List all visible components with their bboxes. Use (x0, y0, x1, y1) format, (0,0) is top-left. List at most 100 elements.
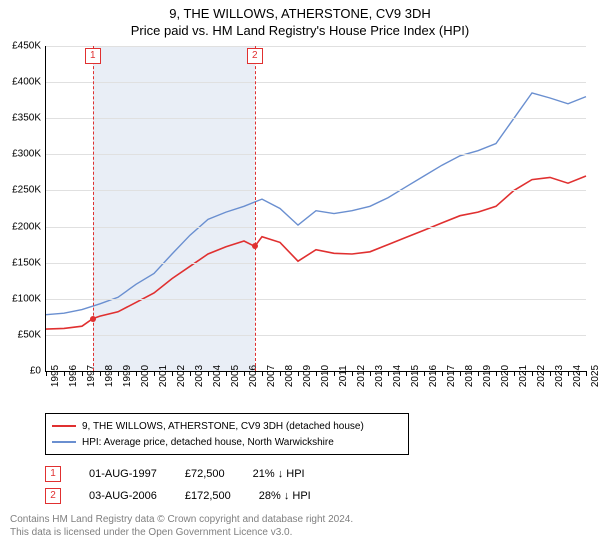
event-marker-icon: 2 (247, 48, 263, 64)
gridline (46, 82, 586, 83)
x-axis-label: 2014 (392, 365, 403, 387)
x-axis-label: 2024 (572, 365, 583, 387)
x-axis-label: 2016 (428, 365, 439, 387)
sale-dot-icon (90, 316, 96, 322)
x-tick (442, 371, 443, 376)
x-axis-label: 2010 (320, 365, 331, 387)
x-tick (514, 371, 515, 376)
x-axis-label: 2022 (536, 365, 547, 387)
plot-region: £0£50K£100K£150K£200K£250K£300K£350K£400… (45, 46, 586, 372)
chart-area: £0£50K£100K£150K£200K£250K£300K£350K£400… (45, 46, 585, 411)
footer-line: Contains HM Land Registry data © Crown c… (10, 513, 590, 526)
x-tick (586, 371, 587, 376)
x-tick (190, 371, 191, 376)
gridline (46, 335, 586, 336)
x-axis-label: 2023 (554, 365, 565, 387)
x-axis-label: 2008 (284, 365, 295, 387)
gridline (46, 154, 586, 155)
sale-dot-icon (252, 243, 258, 249)
sale-marker-icon: 2 (45, 488, 61, 504)
event-marker-icon: 1 (85, 48, 101, 64)
x-tick (118, 371, 119, 376)
x-axis-label: 2021 (518, 365, 529, 387)
chart-container: 9, THE WILLOWS, ATHERSTONE, CV9 3DH Pric… (0, 0, 600, 545)
gridline (46, 227, 586, 228)
x-axis-label: 2004 (212, 365, 223, 387)
y-axis-label: £350K (1, 113, 41, 124)
x-tick (388, 371, 389, 376)
event-line (255, 46, 256, 371)
sale-marker-icon: 1 (45, 466, 61, 482)
y-axis-label: £100K (1, 293, 41, 304)
x-axis-label: 2025 (590, 365, 600, 387)
x-tick (460, 371, 461, 376)
sales-table: 1 01-AUG-1997 £72,500 21% ↓ HPI 2 03-AUG… (45, 463, 600, 507)
event-line (93, 46, 94, 371)
sale-price: £172,500 (185, 490, 231, 502)
footer-line: This data is licensed under the Open Gov… (10, 526, 590, 539)
x-tick (136, 371, 137, 376)
legend: 9, THE WILLOWS, ATHERSTONE, CV9 3DH (det… (45, 413, 409, 455)
x-tick (100, 371, 101, 376)
sale-delta: 21% ↓ HPI (253, 468, 305, 480)
x-tick (550, 371, 551, 376)
x-tick (208, 371, 209, 376)
legend-label: HPI: Average price, detached house, Nort… (82, 437, 334, 448)
sale-date: 01-AUG-1997 (89, 468, 157, 480)
x-tick (244, 371, 245, 376)
gridline (46, 46, 586, 47)
x-tick (496, 371, 497, 376)
x-axis-label: 2017 (446, 365, 457, 387)
x-tick (262, 371, 263, 376)
x-axis-label: 2019 (482, 365, 493, 387)
x-tick (64, 371, 65, 376)
x-axis-label: 2013 (374, 365, 385, 387)
x-tick (154, 371, 155, 376)
x-axis-label: 2011 (338, 365, 349, 387)
chart-subtitle: Price paid vs. HM Land Registry's House … (0, 23, 600, 38)
x-axis-label: 2018 (464, 365, 475, 387)
x-axis-label: 2020 (500, 365, 511, 387)
sale-price: £72,500 (185, 468, 225, 480)
x-tick (568, 371, 569, 376)
x-tick (280, 371, 281, 376)
legend-swatch (52, 441, 76, 443)
x-tick (532, 371, 533, 376)
y-axis-label: £150K (1, 257, 41, 268)
x-tick (370, 371, 371, 376)
sale-date: 03-AUG-2006 (89, 490, 157, 502)
x-tick (334, 371, 335, 376)
legend-swatch (52, 425, 76, 427)
gridline (46, 190, 586, 191)
x-axis-label: 2015 (410, 365, 421, 387)
y-axis-label: £250K (1, 185, 41, 196)
x-axis-label: 1996 (68, 365, 79, 387)
x-axis-label: 2001 (158, 365, 169, 387)
x-axis-label: 2006 (248, 365, 259, 387)
x-axis-label: 2000 (140, 365, 151, 387)
x-tick (298, 371, 299, 376)
x-tick (406, 371, 407, 376)
x-axis-label: 2012 (356, 365, 367, 387)
x-tick (46, 371, 47, 376)
x-axis-label: 1995 (50, 365, 61, 387)
x-tick (172, 371, 173, 376)
legend-label: 9, THE WILLOWS, ATHERSTONE, CV9 3DH (det… (82, 421, 364, 432)
x-axis-label: 2007 (266, 365, 277, 387)
x-axis-label: 2003 (194, 365, 205, 387)
line-series-svg (46, 46, 586, 371)
gridline (46, 263, 586, 264)
x-tick (424, 371, 425, 376)
y-axis-label: £0 (1, 366, 41, 377)
x-tick (226, 371, 227, 376)
y-axis-label: £400K (1, 77, 41, 88)
x-axis-label: 2009 (302, 365, 313, 387)
x-axis-label: 1998 (104, 365, 115, 387)
x-tick (82, 371, 83, 376)
series-line (46, 176, 586, 329)
y-axis-label: £200K (1, 221, 41, 232)
gridline (46, 299, 586, 300)
table-row: 1 01-AUG-1997 £72,500 21% ↓ HPI (45, 463, 600, 485)
y-axis-label: £50K (1, 329, 41, 340)
sale-delta: 28% ↓ HPI (259, 490, 311, 502)
